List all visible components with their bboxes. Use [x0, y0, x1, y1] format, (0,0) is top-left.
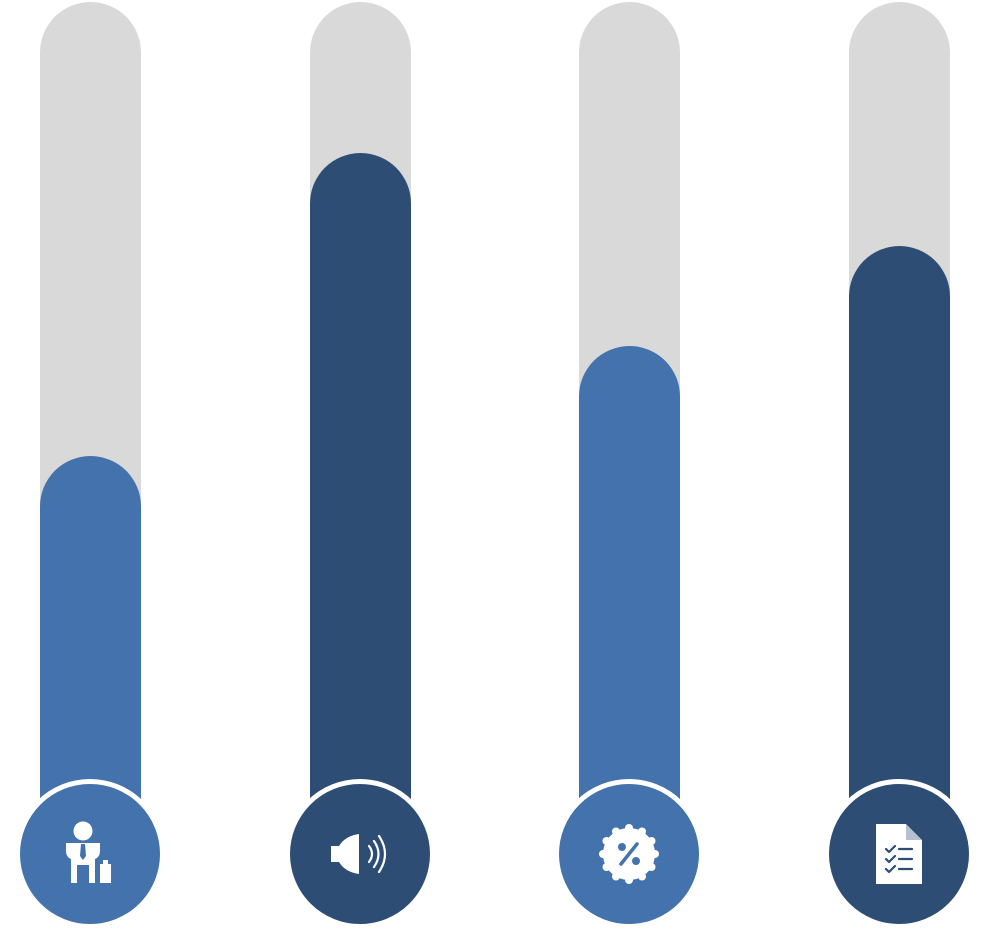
bar-track: [849, 2, 950, 842]
checklist-document-icon: [876, 824, 922, 884]
bar-fill: [310, 153, 411, 842]
bar-badge: [285, 779, 435, 929]
bar-badge: [824, 779, 974, 929]
bar-fill: [849, 246, 950, 842]
speaker-icon: [331, 834, 387, 874]
bar-track: [579, 2, 680, 842]
bar-track: [310, 2, 411, 842]
businessman-icon: [66, 821, 111, 883]
bar-fill: [579, 346, 680, 842]
bar-track: [40, 2, 141, 842]
bar-badge: [554, 779, 704, 929]
discount-badge-icon: [599, 824, 659, 884]
bar-fill: [40, 456, 141, 842]
bar-badge: [15, 779, 165, 929]
